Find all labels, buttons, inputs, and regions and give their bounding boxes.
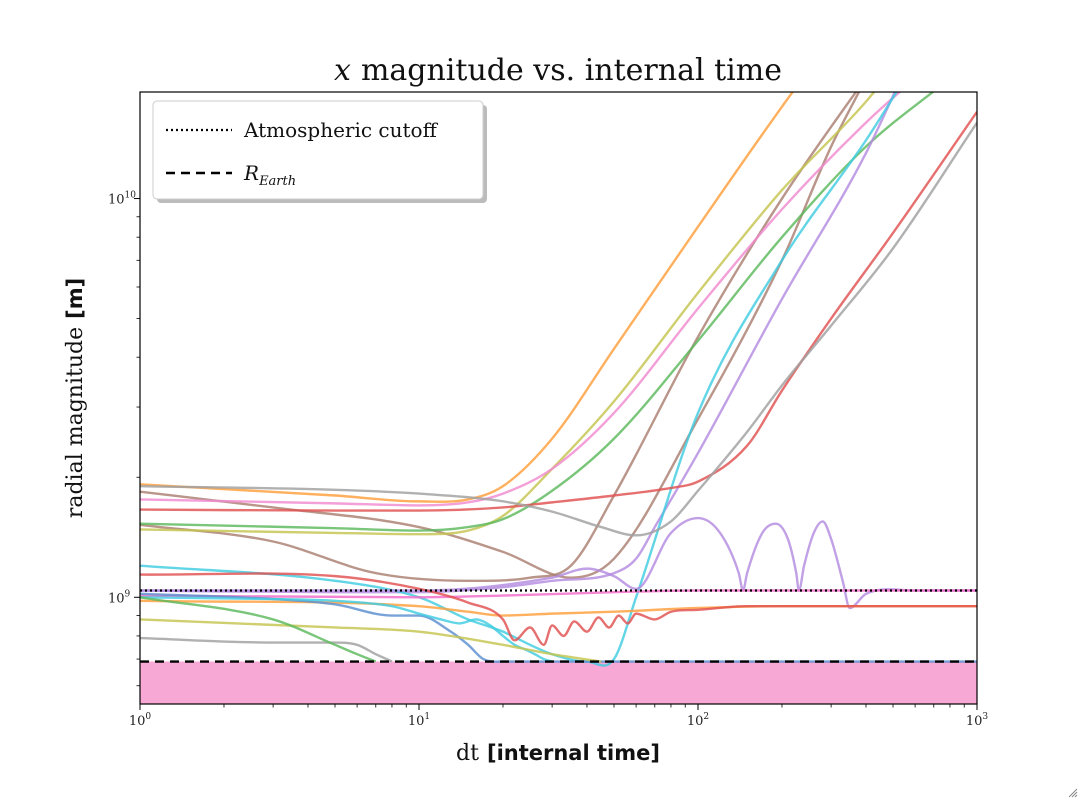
x-tick-label: 100 [129, 712, 152, 729]
legend-label-earth-radius: REarth [243, 161, 296, 189]
series-line-17 [140, 618, 602, 663]
resize-grip-icon[interactable] [1066, 786, 1078, 798]
series-line-4 [140, 92, 876, 536]
series-line-12 [140, 589, 977, 599]
y-axis-label-plain: radial magnitude [63, 327, 88, 518]
earth-interior-fill [140, 661, 977, 704]
plot-area [139, 91, 978, 705]
title-text: magnitude vs. internal time [361, 53, 782, 88]
series-line-9 [140, 111, 977, 512]
series-line-18 [140, 636, 393, 663]
x-axis-label-plain: dt [456, 741, 479, 766]
series-line-19 [140, 596, 377, 663]
legend: Atmospheric cutoff REarth [152, 100, 487, 203]
plot-frame [139, 91, 978, 705]
legend-label-earth-radius-main: R [243, 161, 259, 185]
series-line-16 [140, 596, 553, 663]
x-tick-label: 103 [966, 712, 989, 729]
y-axis-label: radial magnitude [m] [63, 278, 88, 518]
series-line-6 [140, 92, 935, 532]
series-line-10 [140, 121, 977, 537]
axis-ticks: 100 101 102 103 109 1010 [108, 191, 988, 729]
title-vector-symbol: x [334, 53, 351, 88]
y-tick-label: 109 [108, 589, 131, 606]
series-line-7 [140, 92, 897, 594]
y-tick-label: 1010 [108, 191, 136, 208]
legend-label-atmospheric-cutoff: Atmospheric cutoff [243, 118, 439, 142]
x-tick-label: 101 [408, 712, 430, 729]
y-axis-label-units: [m] [63, 278, 87, 319]
x-axis-label: dt [internal time] [456, 741, 660, 766]
series-line-1 [140, 92, 795, 503]
x-tick-label: 102 [687, 712, 709, 729]
series-line-2 [140, 92, 861, 579]
series-line-5 [140, 92, 902, 507]
legend-label-earth-radius-sub: Earth [258, 174, 296, 189]
x-axis-label-units: [internal time] [487, 741, 660, 765]
series-line-15 [140, 592, 977, 663]
chart-title: x magnitude vs. internal time [334, 53, 782, 88]
series-line-14 [140, 572, 977, 647]
legend-box [152, 100, 484, 200]
series-line-11 [140, 516, 977, 610]
series-line-3 [140, 92, 858, 583]
